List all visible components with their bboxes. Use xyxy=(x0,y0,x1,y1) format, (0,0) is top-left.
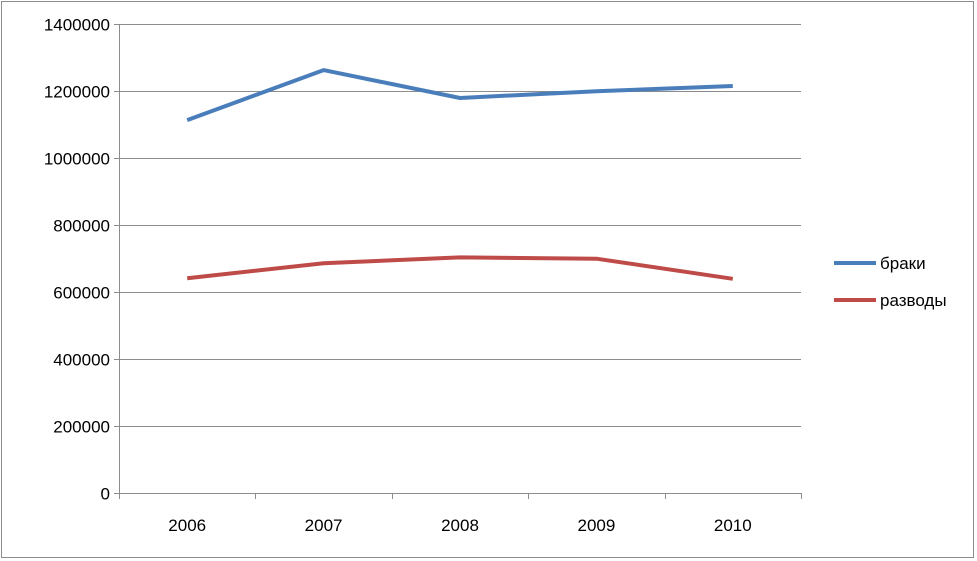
x-tick-label: 2008 xyxy=(441,516,479,535)
y-tick-label: 1400000 xyxy=(44,16,110,35)
x-tick-label: 2009 xyxy=(577,516,615,535)
y-tick-label: 400000 xyxy=(53,351,110,370)
gridlines xyxy=(119,24,801,427)
x-tick-label: 2010 xyxy=(714,516,752,535)
x-tick-labels: 2006 2007 2008 2009 2010 xyxy=(168,516,751,535)
legend: браки разводы xyxy=(834,254,947,310)
legend-label: браки xyxy=(880,254,926,273)
x-tick-label: 2006 xyxy=(168,516,206,535)
legend-label: разводы xyxy=(880,291,947,310)
x-tick-label: 2007 xyxy=(305,516,343,535)
y-tick-label: 600000 xyxy=(53,284,110,303)
axes xyxy=(114,24,802,499)
y-tick-label: 1200000 xyxy=(44,83,110,102)
series-line-1 xyxy=(186,68,733,122)
y-tick-label: 800000 xyxy=(53,217,110,236)
y-tick-label: 1000000 xyxy=(44,150,110,169)
y-tick-labels: 0 200000 400000 600000 800000 1000000 1200000 1… xyxy=(44,16,110,504)
y-tick-label: 0 xyxy=(101,485,110,504)
y-tick-label: 200000 xyxy=(53,418,110,437)
series-lines xyxy=(186,68,734,281)
series-line-2 xyxy=(186,255,734,281)
